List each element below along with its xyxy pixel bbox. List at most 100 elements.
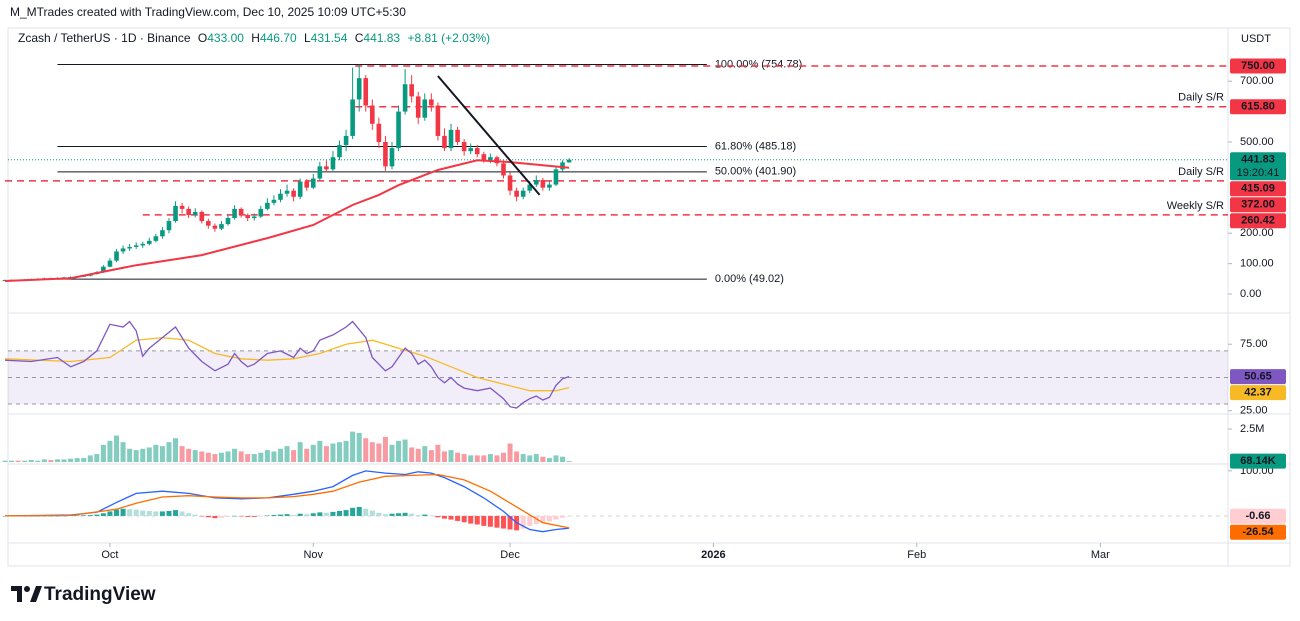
volume-bar [461, 454, 467, 462]
price-badge [1230, 453, 1286, 469]
volume-bar [192, 450, 198, 462]
volume-bar [409, 447, 415, 462]
y-tick-label: 25.00 [1240, 405, 1268, 417]
macd-histogram [474, 515, 480, 525]
macd-histogram [481, 515, 487, 526]
candle-body [429, 99, 434, 106]
macd-histogram [323, 512, 329, 516]
volume-bar [166, 442, 172, 462]
candle-body [284, 190, 290, 194]
macd-histogram [173, 510, 179, 516]
candle-body [310, 178, 316, 188]
volume-bar [68, 458, 74, 462]
y-tick-label: 200.00 [1240, 227, 1274, 239]
macd-histogram [186, 513, 192, 516]
candle-body [514, 190, 519, 197]
macd-histogram [277, 514, 283, 516]
macd-histogram [133, 509, 139, 516]
ohlc-key: H [251, 31, 260, 45]
macd-histogram [2, 515, 8, 517]
macd-histogram [140, 510, 146, 516]
volume-bar [218, 452, 224, 462]
volume-bar [159, 446, 165, 462]
volume-bar [107, 440, 113, 462]
candle-body [153, 236, 159, 241]
trendline [437, 75, 541, 196]
candle-body [101, 266, 106, 273]
volume-bar [402, 439, 408, 462]
candle-body [140, 243, 146, 246]
volume-bar [94, 454, 100, 462]
candle-body [350, 99, 355, 136]
candle-body [488, 157, 493, 161]
price-badge-label: 42.37 [1244, 386, 1272, 398]
macd-histogram [87, 515, 93, 516]
macd-histogram [533, 515, 539, 525]
candle-body [468, 148, 473, 152]
volume-bar [100, 444, 106, 462]
macd-histogram [225, 515, 231, 517]
rsi-line [4, 336, 570, 392]
macd-histogram [376, 512, 382, 516]
macd-histogram [337, 510, 343, 516]
macd-histogram [291, 515, 297, 516]
candle-body [566, 159, 572, 163]
macd-histogram [199, 515, 205, 517]
macd-histogram [166, 510, 172, 516]
fib-label: 61.80% (485.18) [715, 140, 796, 152]
macd-histogram [402, 512, 408, 516]
macd-histogram [553, 515, 559, 520]
volume-bar [527, 455, 533, 462]
price-badge [1230, 99, 1286, 115]
logo-mark [11, 586, 22, 602]
macd-histogram [94, 514, 100, 516]
candle-body [474, 148, 480, 155]
volume-bar [330, 443, 336, 462]
candle-body [402, 84, 408, 112]
logo: TradingView [11, 584, 156, 605]
volume-bar [54, 459, 60, 462]
price-badge [1230, 369, 1286, 385]
price-badge-label: 50.65 [1244, 370, 1272, 382]
macd-histogram [369, 510, 375, 516]
ohlc-value: 433.00 [207, 31, 244, 45]
macd-histogram [520, 515, 526, 529]
x-tick-label: Oct [101, 549, 118, 561]
volume-bar [114, 435, 120, 462]
macd-histogram [179, 511, 185, 516]
macd-histogram [114, 509, 120, 516]
volume-bar [546, 458, 552, 462]
ema-line [4, 159, 570, 282]
volume-bar [566, 461, 572, 462]
price-badge [1230, 508, 1286, 524]
fib-label: 100.00% (754.78) [715, 58, 802, 70]
macd-histogram [232, 515, 238, 517]
price-badge-label: -0.66 [1245, 510, 1270, 522]
volume-bar [291, 450, 297, 462]
macd-histogram [258, 515, 264, 517]
macd-histogram [455, 515, 461, 521]
macd-histogram [107, 511, 113, 516]
candle-body [225, 218, 231, 225]
volume-bar [146, 447, 152, 462]
macd-histogram [245, 515, 251, 517]
candle-body [297, 181, 303, 197]
volume-bar [251, 454, 257, 462]
macd-histogram [422, 514, 428, 516]
price-badge [1230, 197, 1286, 213]
change: +8.81 (+2.03%) [407, 31, 490, 45]
x-tick-label: Nov [303, 549, 323, 561]
price-badge [1230, 385, 1286, 401]
candle-body [127, 246, 132, 249]
macd-histogram [546, 515, 552, 522]
candle-body [173, 205, 178, 222]
volume-bar [448, 450, 454, 462]
candle-body [540, 180, 546, 188]
candle-body [179, 205, 185, 209]
macd-histogram [120, 508, 126, 516]
ohlc-key: L [304, 31, 311, 45]
candle-body [507, 175, 513, 191]
candle-body [238, 208, 244, 215]
candle-body [304, 181, 310, 188]
price-badge [1230, 181, 1286, 197]
